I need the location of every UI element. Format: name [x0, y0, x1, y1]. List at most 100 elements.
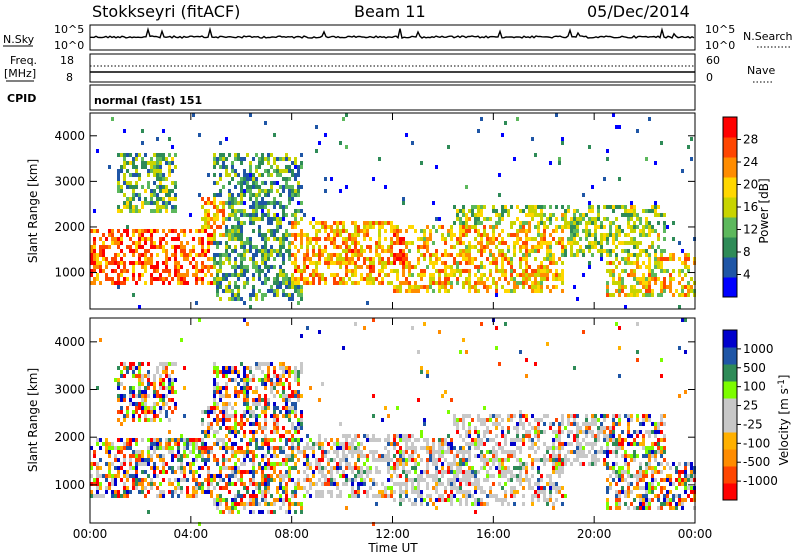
velocity-cell [159, 482, 162, 486]
power-cell [426, 241, 429, 245]
power-cell [603, 217, 606, 221]
velocity-cell [570, 442, 573, 446]
power-cell [285, 277, 288, 281]
power-cell [522, 277, 525, 281]
velocity-cell [552, 502, 555, 506]
power-cell [504, 241, 507, 245]
velocity-cell [144, 374, 147, 378]
velocity-cell [489, 414, 492, 418]
power-cell [300, 289, 303, 293]
velocity-cell [546, 414, 549, 418]
velocity-cell [153, 382, 156, 386]
power-cell [189, 229, 192, 233]
velocity-cell [309, 462, 312, 466]
power-cell [195, 301, 198, 305]
velocity-cell [306, 490, 309, 494]
velocity-cell [123, 486, 126, 490]
power-cell [258, 269, 261, 273]
power-cell [570, 221, 573, 225]
velocity-cell [477, 482, 480, 486]
power-cell [387, 273, 390, 277]
power-cell [297, 293, 300, 297]
power-cell [237, 265, 240, 269]
power-cell [624, 205, 627, 209]
velocity-cell [591, 418, 594, 422]
power-cell [567, 209, 570, 213]
power-cell [213, 193, 216, 197]
power-cell [609, 249, 612, 253]
power-cell [216, 281, 219, 285]
velocity-cell [243, 462, 246, 466]
velocity-cell [306, 458, 309, 462]
velocity-cell [105, 490, 108, 494]
velocity-cell [438, 438, 441, 442]
velocity-cell [264, 498, 267, 502]
velocity-cell [297, 382, 300, 386]
power-cell [225, 169, 228, 173]
velocity-cell [411, 466, 414, 470]
power-cell [324, 229, 327, 233]
velocity-cell [237, 374, 240, 378]
velocity-cell [468, 434, 471, 438]
power-cell [288, 221, 291, 225]
velocity-cell [405, 470, 408, 474]
velocity-cell [120, 446, 123, 450]
velocity-cell [216, 414, 219, 418]
power-cell [192, 265, 195, 269]
power-cell [621, 269, 624, 273]
power-cell [381, 245, 384, 249]
power-cell [225, 137, 228, 141]
power-cell [612, 249, 615, 253]
power-cell [555, 225, 558, 229]
power-cell [645, 293, 648, 297]
power-cell [198, 229, 201, 233]
power-cell [159, 173, 162, 177]
power-cell [249, 213, 252, 217]
velocity-cell [486, 470, 489, 474]
power-cell [540, 237, 543, 241]
power-cell [504, 253, 507, 257]
power-cell [618, 205, 621, 209]
power-cell [468, 209, 471, 213]
velocity-cell [438, 330, 441, 334]
velocity-cell [258, 398, 261, 402]
freq-tick-top: 18 [60, 54, 74, 67]
power-cell [255, 269, 258, 273]
velocity-cell [300, 370, 303, 374]
power-cell [507, 213, 510, 217]
velocity-cell [621, 430, 624, 434]
velocity-cell [267, 462, 270, 466]
velocity-cell [444, 458, 447, 462]
power-cell [234, 297, 237, 301]
power-cell [345, 269, 348, 273]
velocity-cell [555, 482, 558, 486]
power-cell [276, 181, 279, 185]
power-cell [300, 237, 303, 241]
velocity-cell [138, 454, 141, 458]
power-cell [369, 225, 372, 229]
velocity-cell [531, 502, 534, 506]
velocity-cell [261, 442, 264, 446]
velocity-cell [168, 386, 171, 390]
power-cell [222, 233, 225, 237]
power-cell [288, 169, 291, 173]
velocity-cell [396, 450, 399, 454]
velocity-cell [117, 382, 120, 386]
power-cell [240, 197, 243, 201]
velocity-cell [510, 450, 513, 454]
power-cell [252, 289, 255, 293]
velocity-cell [387, 438, 390, 442]
power-cell [162, 185, 165, 189]
velocity-cell [144, 398, 147, 402]
power-cell [120, 281, 123, 285]
power-cell [315, 273, 318, 277]
velocity-cell [252, 438, 255, 442]
power-cell [528, 277, 531, 281]
velocity-cell [288, 438, 291, 442]
power-cell [156, 161, 159, 165]
velocity-cell [240, 482, 243, 486]
velocity-cell [261, 490, 264, 494]
power-cell [663, 213, 666, 217]
power-cell [156, 193, 159, 197]
